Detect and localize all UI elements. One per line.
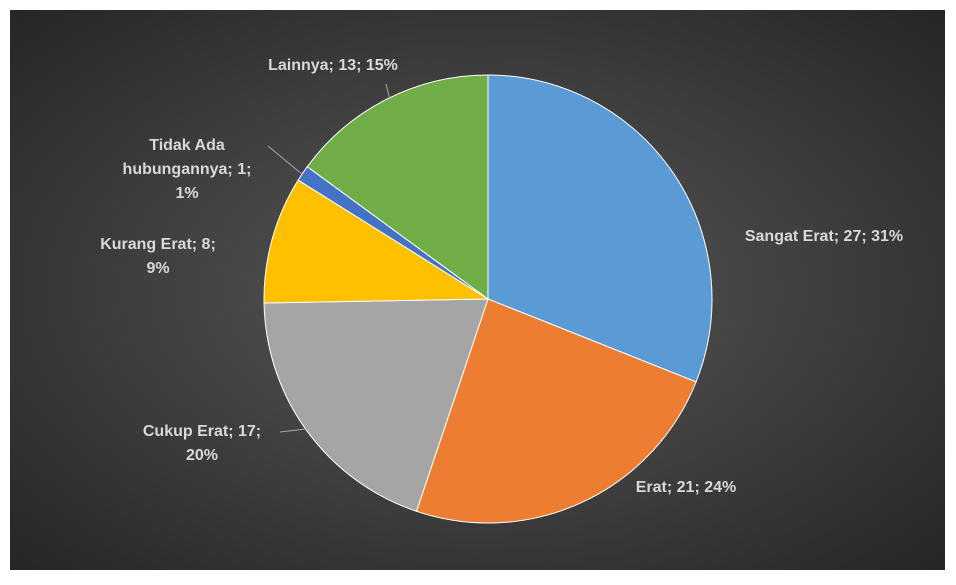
pie-slice (415, 298, 697, 524)
data-label: Cukup Erat; 17; 20% (143, 423, 261, 464)
pie-slice (487, 74, 713, 383)
leader-line (385, 83, 391, 101)
leader-line (279, 428, 307, 433)
data-label: Kurang Erat; 8; 9% (100, 236, 216, 277)
leader-line (267, 145, 304, 176)
data-label: Tidak Ada hubungannya; 1; 1% (123, 137, 252, 202)
data-label: Erat; 21; 24% (636, 479, 737, 496)
data-label: Lainnya; 13; 15% (268, 57, 398, 74)
pie-slice (263, 298, 489, 512)
pie-slice (306, 74, 489, 300)
pie-slice (263, 179, 490, 304)
data-label: Sangat Erat; 27; 31% (745, 228, 903, 245)
